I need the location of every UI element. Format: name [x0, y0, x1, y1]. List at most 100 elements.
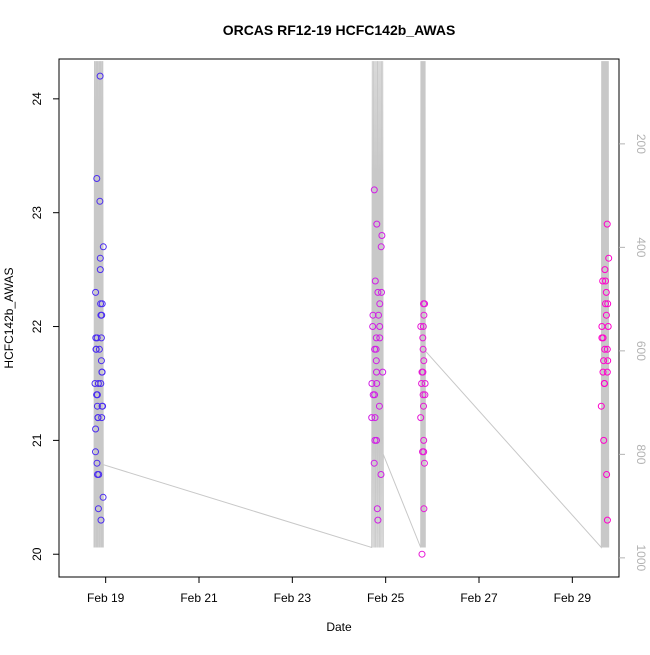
y-tick-label: 21 — [30, 433, 44, 447]
data-point — [98, 402, 106, 410]
data-point — [372, 345, 380, 353]
data-point — [601, 345, 609, 353]
secondary-line — [93, 61, 610, 549]
data-point — [94, 380, 102, 387]
data-point — [99, 243, 107, 251]
data-point — [603, 220, 611, 228]
data-point — [603, 368, 611, 376]
data-point — [92, 334, 100, 342]
data-point — [96, 266, 104, 274]
data-point — [605, 254, 613, 262]
data-point — [420, 300, 427, 308]
data-point — [374, 516, 382, 524]
data-point — [368, 380, 376, 387]
data-point — [368, 414, 376, 422]
data-point — [373, 380, 381, 387]
y2-tick-label: 200 — [634, 134, 648, 154]
data-point — [97, 357, 105, 365]
x-tick-label: Feb 23 — [274, 591, 312, 605]
data-point — [96, 72, 104, 80]
data-point — [603, 345, 611, 353]
data-point — [374, 288, 382, 296]
data-point — [369, 391, 377, 399]
data-point — [417, 323, 425, 330]
data-point — [98, 414, 106, 422]
data-point — [418, 550, 426, 558]
data-point — [96, 254, 104, 262]
data-point — [93, 402, 101, 410]
y2-tick-label: 800 — [634, 444, 648, 464]
data-point — [373, 220, 381, 228]
data-point — [370, 459, 378, 467]
data-point — [602, 300, 609, 308]
data-point — [372, 334, 380, 342]
data-point — [379, 368, 387, 376]
data-point — [601, 380, 608, 387]
data-point — [97, 380, 105, 387]
data-point — [376, 334, 384, 342]
data-point — [99, 493, 107, 501]
data-point — [599, 277, 607, 285]
data-point — [602, 277, 609, 285]
data-point — [420, 311, 428, 319]
y2-tick-label: 1000 — [634, 545, 648, 572]
data-point — [419, 334, 427, 342]
data-point — [372, 357, 380, 365]
data-point — [93, 175, 101, 182]
data-point — [419, 448, 426, 456]
data-point — [603, 516, 611, 524]
data-point — [94, 505, 102, 513]
data-point — [421, 391, 429, 399]
data-point — [603, 471, 611, 478]
data-point — [95, 345, 103, 353]
data-point — [371, 414, 379, 422]
secondary-line-layer — [93, 61, 610, 549]
data-point — [599, 334, 607, 342]
data-point — [419, 345, 427, 353]
x-tick-label: Feb 27 — [460, 591, 498, 605]
data-point — [601, 266, 609, 274]
x-tick-label: Feb 29 — [554, 591, 592, 605]
data-point — [419, 368, 427, 376]
data-point — [373, 436, 380, 444]
data-point — [602, 311, 610, 319]
data-point — [377, 471, 385, 478]
data-point — [371, 277, 379, 285]
data-point — [604, 300, 612, 308]
data-point — [97, 300, 105, 308]
data-points-layer — [91, 72, 613, 558]
data-point — [92, 288, 100, 296]
x-axis-label: Date — [326, 620, 352, 634]
data-point — [375, 311, 382, 319]
data-point — [93, 391, 101, 399]
data-point — [599, 368, 607, 376]
y-tick-label: 23 — [30, 206, 44, 220]
data-point — [376, 323, 384, 330]
data-point — [597, 402, 605, 410]
y-tick-label: 24 — [30, 92, 44, 106]
y2-tick-label: 600 — [634, 341, 648, 361]
data-point — [420, 459, 428, 467]
data-point — [98, 368, 106, 376]
data-point — [92, 448, 99, 456]
data-point — [378, 288, 385, 296]
data-point — [92, 425, 100, 433]
axes-layer: Feb 19 Feb 21 Feb 23 Feb 25 Feb 27 Feb 29 20 21… — [30, 58, 648, 605]
data-point — [373, 505, 381, 513]
data-point — [96, 197, 104, 205]
chart-title: ORCAS RF12-19 HCFC142b_AWAS — [223, 22, 456, 38]
data-point — [97, 311, 105, 319]
data-point — [369, 323, 377, 330]
data-point — [602, 288, 610, 296]
y-tick-label: 20 — [30, 547, 44, 561]
data-point — [604, 357, 612, 365]
y-tick-label: 22 — [30, 320, 44, 334]
data-point — [600, 436, 608, 444]
data-point — [377, 243, 385, 251]
data-point — [421, 380, 429, 387]
data-point — [94, 414, 102, 422]
x-tick-label: Feb 25 — [367, 591, 405, 605]
data-point — [417, 414, 425, 422]
data-point — [420, 505, 428, 513]
